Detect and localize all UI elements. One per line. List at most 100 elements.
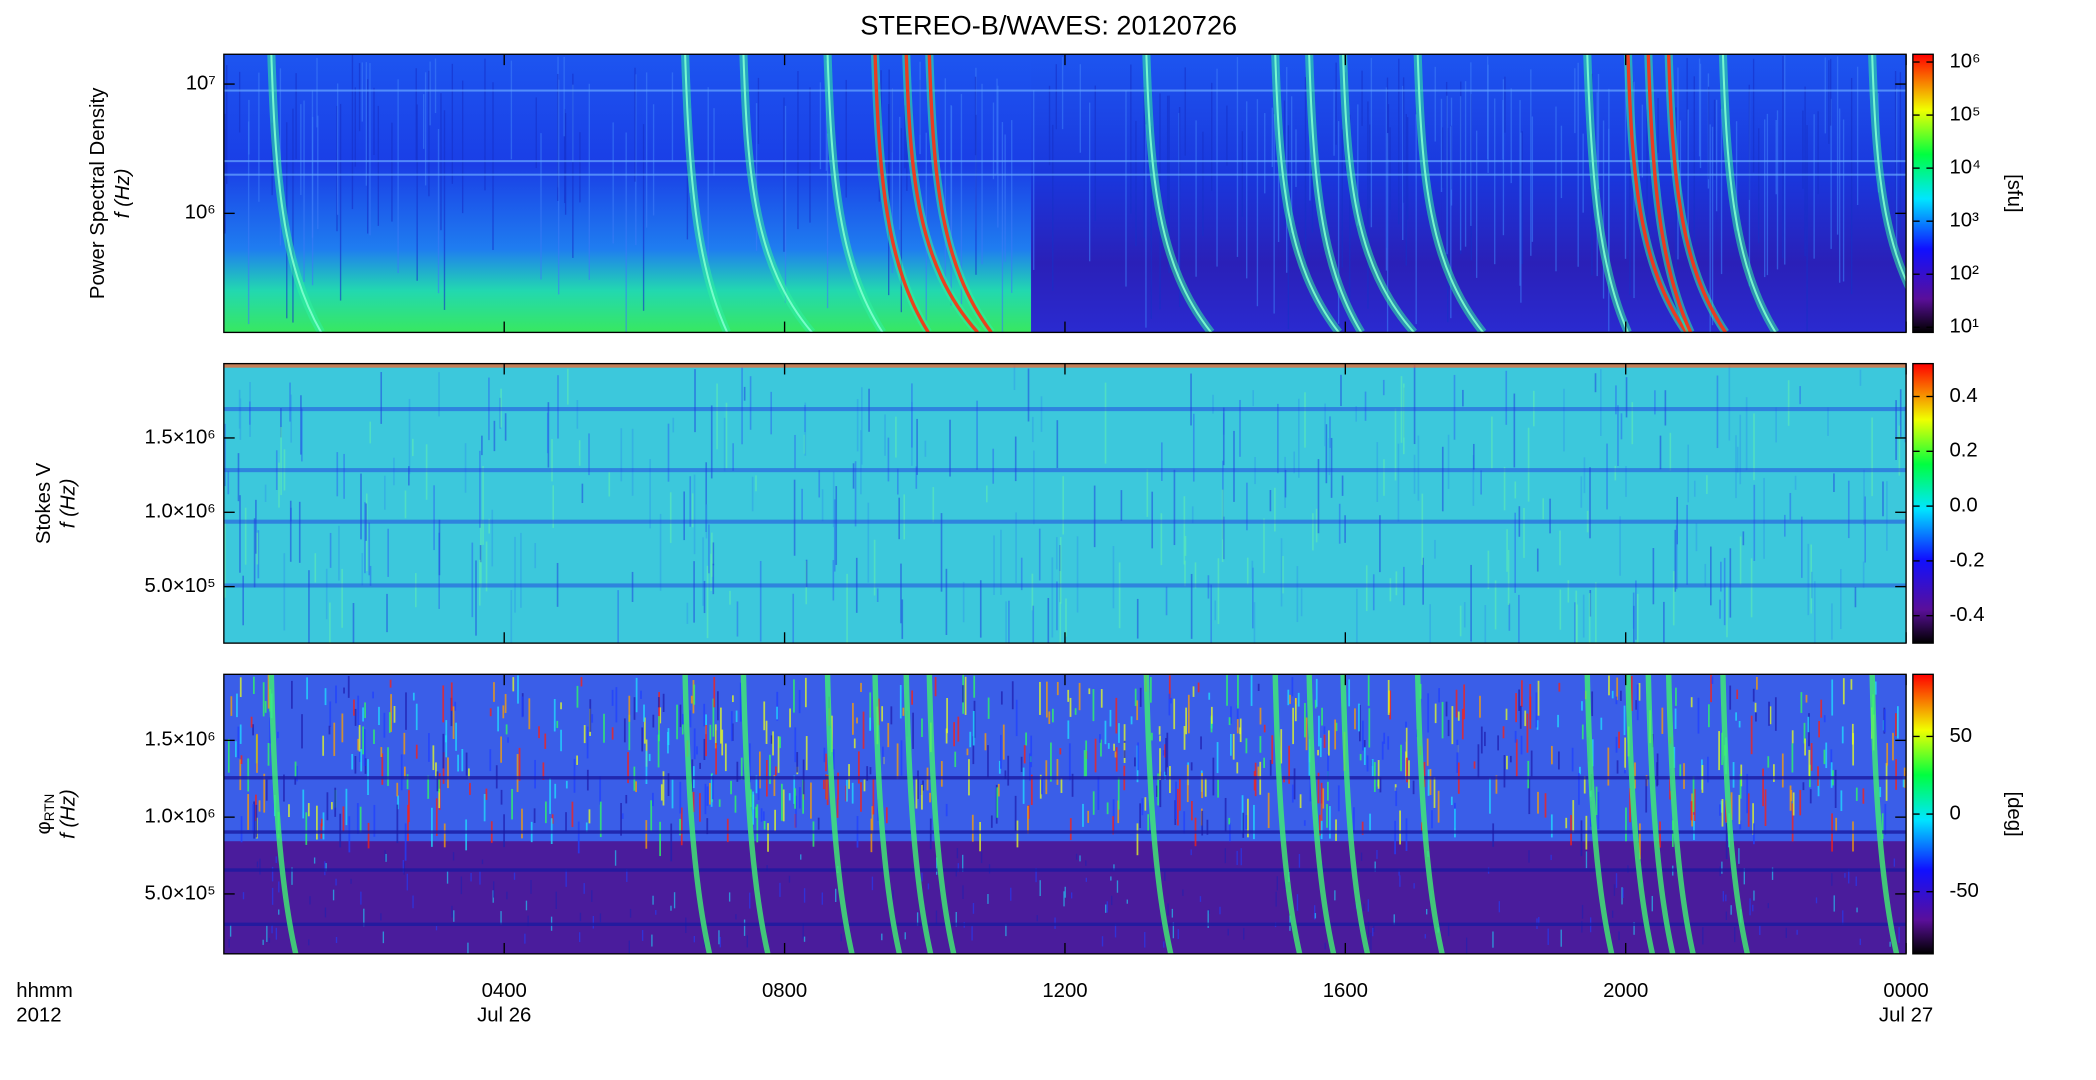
texture (1753, 890, 1755, 901)
texture (510, 60, 513, 160)
texture (1303, 820, 1306, 826)
texture (1747, 793, 1750, 827)
texture (1810, 743, 1813, 771)
texture (1256, 99, 1259, 307)
texture (945, 803, 948, 817)
texture (266, 925, 268, 942)
texture (446, 871, 449, 884)
burst-texture (926, 674, 957, 954)
texture (518, 747, 521, 781)
texture (1236, 57, 1239, 257)
texture (359, 747, 361, 762)
texture (643, 717, 646, 744)
texture (1463, 602, 1466, 628)
texture (294, 761, 297, 778)
texture (1690, 801, 1693, 821)
texture (1693, 480, 1696, 497)
texture (846, 779, 848, 802)
texture (692, 791, 695, 813)
texture (1805, 694, 1808, 703)
texture (1615, 873, 1618, 888)
texture (1167, 903, 1169, 916)
texture (1657, 98, 1659, 153)
texture (296, 765, 298, 782)
texture (317, 115, 319, 230)
texture (962, 854, 964, 872)
texture (634, 67, 636, 182)
texture (1362, 720, 1364, 751)
texture (1769, 706, 1772, 725)
texture (1207, 910, 1209, 928)
texture (788, 875, 791, 883)
texture (1773, 764, 1775, 782)
texture (662, 771, 665, 806)
texture (1423, 761, 1426, 788)
texture (1183, 726, 1186, 750)
texture (1000, 529, 1002, 595)
texture (325, 568, 328, 620)
texture (1327, 730, 1330, 756)
texture (1183, 811, 1186, 834)
texture (1498, 901, 1501, 913)
texture (1224, 848, 1227, 864)
texture (776, 691, 779, 721)
texture (1251, 560, 1254, 580)
texture (1333, 89, 1335, 156)
texture (1211, 82, 1213, 191)
texture (703, 580, 706, 614)
texture (488, 518, 490, 534)
burst-texture (826, 54, 884, 333)
texture (1170, 697, 1172, 704)
texture (934, 677, 937, 697)
texture (277, 731, 279, 739)
texture (1801, 516, 1803, 578)
texture (1329, 416, 1331, 448)
texture (1041, 778, 1043, 795)
texture (1730, 905, 1732, 915)
texture (693, 935, 696, 943)
texture (1217, 779, 1219, 798)
texture (1296, 566, 1299, 623)
texture (1183, 496, 1186, 565)
texture (626, 868, 628, 882)
texture (1654, 390, 1656, 415)
texture (1327, 771, 1329, 801)
texture (620, 802, 622, 836)
texture (280, 427, 282, 496)
texture (1387, 736, 1390, 750)
texture (1022, 767, 1025, 804)
texture (1904, 406, 1907, 443)
texture (253, 801, 256, 839)
colorbar-label: [deg] (2003, 791, 2025, 836)
y-axis-label-main: Stokes V (33, 462, 55, 544)
texture (367, 822, 370, 849)
texture (1707, 756, 1709, 783)
texture (386, 593, 388, 633)
texture (1421, 493, 1424, 565)
texture (681, 724, 684, 735)
texture (1542, 498, 1545, 520)
texture (1194, 562, 1197, 589)
texture (861, 387, 863, 465)
texture (223, 160, 1907, 163)
texture (746, 935, 748, 948)
texture (1059, 571, 1062, 644)
texture (792, 593, 795, 644)
texture (956, 847, 959, 859)
burst-texture (927, 54, 993, 333)
texture (1344, 515, 1346, 543)
texture (542, 762, 545, 780)
texture (900, 128, 903, 313)
texture (1823, 715, 1826, 723)
texture (1803, 722, 1806, 744)
texture (1162, 750, 1165, 756)
texture (1107, 743, 1110, 749)
texture (1290, 96, 1293, 233)
texture (469, 782, 471, 795)
texture (997, 85, 999, 228)
texture (236, 693, 238, 718)
texture (1465, 937, 1468, 954)
texture (1061, 56, 1064, 130)
texture (1413, 454, 1416, 494)
texture (1884, 709, 1886, 733)
